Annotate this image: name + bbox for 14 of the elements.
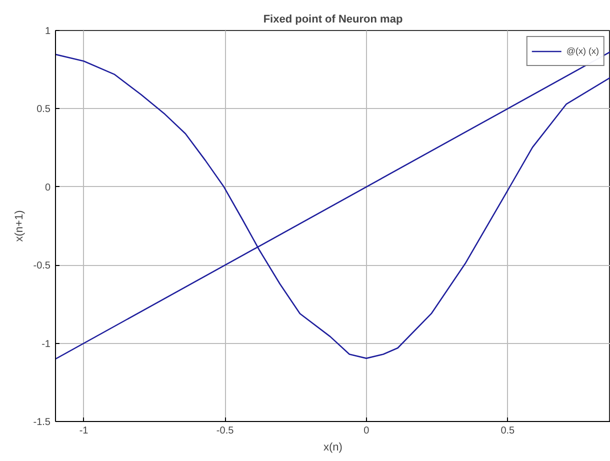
x-tick-label: -1 [79,426,89,436]
x-tick-label: 0.5 [500,426,516,436]
y-tick-label: -1.5 [33,417,51,428]
legend-label: @(x) (x) [566,46,599,56]
y-tick-label: 0 [44,182,51,194]
chart-title: Fixed point of Neuron map [263,14,403,26]
y-tick-label: -0.5 [33,260,51,272]
x-axis-title: x(n) [324,442,342,454]
y-tick-label: -1 [42,338,51,350]
y-tick-label: 1 [44,26,51,37]
x-tick-label: -0.5 [216,426,234,436]
y-tick-label: 0.5 [36,104,51,116]
y-axis-title: x(n+1) [13,210,26,242]
x-tick-label: 0 [364,426,370,436]
